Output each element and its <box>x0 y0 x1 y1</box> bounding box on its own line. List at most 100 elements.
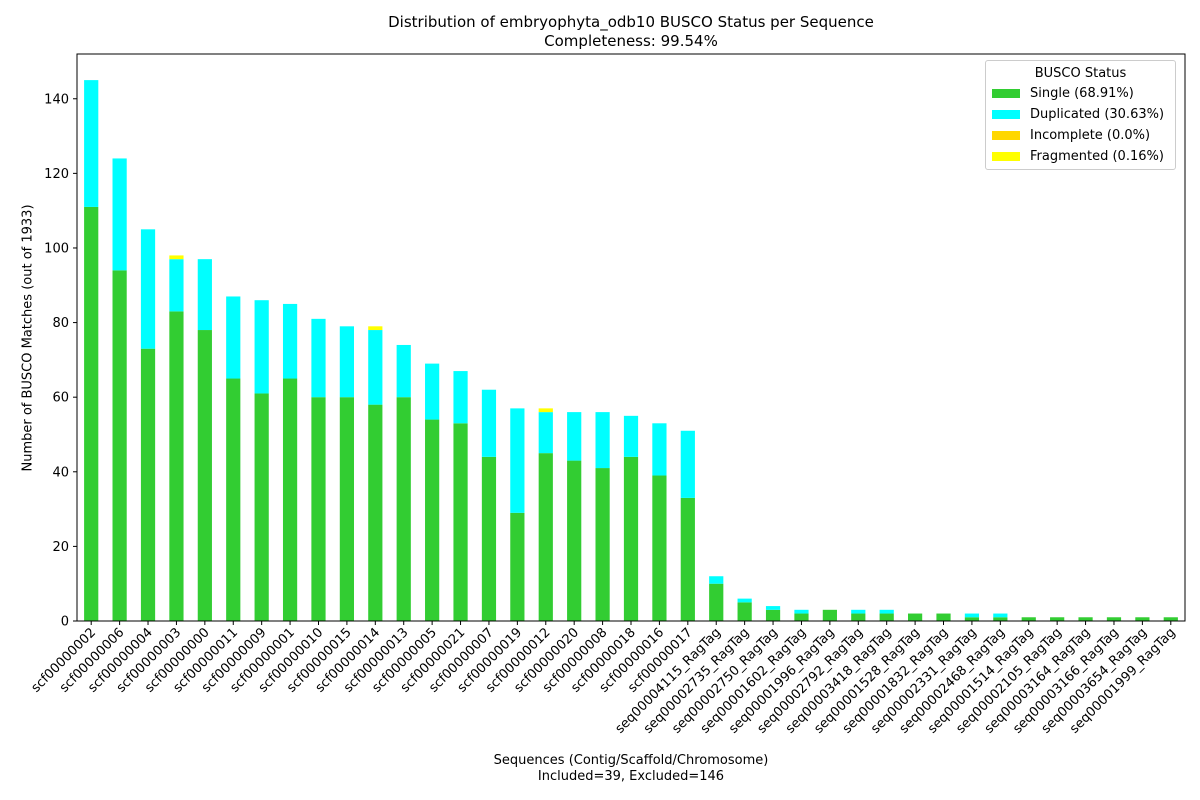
legend-label-duplicated: Duplicated (30.63%) <box>1030 107 1165 122</box>
bar-single-15 <box>510 512 525 621</box>
bar-duplicated-31 <box>964 613 980 618</box>
bar-single-14 <box>481 456 497 621</box>
bar-single-26 <box>822 609 837 621</box>
bar-duplicated-28 <box>879 609 894 614</box>
bar-duplicated-25 <box>794 609 809 614</box>
legend-item-incomplete: Incomplete (0.0%) <box>986 125 1175 146</box>
legend-title: BUSCO Status <box>1034 66 1127 81</box>
bar-duplicated-6 <box>254 300 269 394</box>
legend-label-fragmented: Fragmented (0.16%) <box>1030 149 1164 164</box>
bar-duplicated-11 <box>396 344 411 398</box>
bar-duplicated-0 <box>84 80 99 207</box>
bar-single-30 <box>936 613 951 621</box>
bar-single-0 <box>84 206 99 621</box>
bar-single-35 <box>1078 617 1093 621</box>
legend-swatch-single <box>992 89 1020 98</box>
legend-swatch-incomplete <box>992 131 1020 140</box>
bar-single-36 <box>1106 617 1122 621</box>
bar-duplicated-23 <box>737 598 752 603</box>
bar-single-7 <box>282 378 298 621</box>
bar-single-32 <box>993 617 1008 621</box>
y-tick-label-0: 0 <box>61 615 69 630</box>
legend: BUSCO Status Single (68.91%) Duplicated … <box>985 60 1176 170</box>
bar-single-8 <box>311 397 326 621</box>
bar-duplicated-20 <box>652 423 667 476</box>
bar-fragmented-10 <box>368 326 383 331</box>
y-tick-label-40: 40 <box>52 465 69 480</box>
y-tick-label-80: 80 <box>52 316 69 331</box>
bar-single-17 <box>567 460 582 621</box>
chart-title-line-1: Distribution of embryophyta_odb10 BUSCO … <box>388 13 874 31</box>
y-tick-label-120: 120 <box>44 167 69 182</box>
bar-single-3 <box>169 311 184 621</box>
bar-duplicated-3 <box>169 259 184 312</box>
bar-single-34 <box>1050 617 1065 621</box>
bar-single-33 <box>1021 617 1036 621</box>
bar-single-20 <box>652 475 667 621</box>
legend-swatch-fragmented <box>992 152 1020 161</box>
bar-duplicated-7 <box>282 303 298 379</box>
legend-label-incomplete: Incomplete (0.0%) <box>1030 128 1151 143</box>
bar-single-28 <box>879 613 894 621</box>
bar-duplicated-5 <box>226 296 241 379</box>
bar-duplicated-10 <box>368 330 383 405</box>
bar-single-37 <box>1135 617 1150 621</box>
bar-duplicated-24 <box>765 606 781 610</box>
bar-single-6 <box>254 393 269 621</box>
bar-single-13 <box>453 423 468 621</box>
y-tick-label-140: 140 <box>44 92 69 107</box>
y-axis-label: Number of BUSCO Matches (out of 1933) <box>20 204 36 472</box>
bar-duplicated-2 <box>140 229 156 349</box>
bar-duplicated-27 <box>851 609 866 614</box>
bar-fragmented-3 <box>169 255 184 260</box>
bar-duplicated-18 <box>595 412 610 469</box>
bar-duplicated-21 <box>680 430 695 498</box>
bar-single-21 <box>680 497 695 621</box>
legend-label-single: Single (68.91%) <box>1030 86 1134 101</box>
bar-fragmented-16 <box>538 408 553 413</box>
bar-duplicated-15 <box>510 408 525 513</box>
bar-single-27 <box>851 613 866 621</box>
bar-duplicated-22 <box>709 576 724 584</box>
bar-single-5 <box>226 378 241 621</box>
bar-single-12 <box>425 419 440 621</box>
bar-single-19 <box>623 456 639 621</box>
bar-single-31 <box>964 617 980 621</box>
x-axis-label-line-2: Included=39, Excluded=146 <box>537 769 725 784</box>
bar-single-11 <box>396 397 411 621</box>
y-tick-label-100: 100 <box>44 241 69 256</box>
bar-single-24 <box>765 609 781 621</box>
bar-duplicated-14 <box>481 389 497 457</box>
y-tick-label-60: 60 <box>52 391 69 406</box>
bar-duplicated-1 <box>112 158 127 271</box>
bar-single-38 <box>1163 617 1178 621</box>
legend-item-fragmented: Fragmented (0.16%) <box>986 146 1175 167</box>
bar-duplicated-13 <box>453 371 468 424</box>
bar-single-16 <box>538 453 553 621</box>
legend-item-single: Single (68.91%) <box>986 83 1175 104</box>
bar-single-29 <box>908 613 923 621</box>
bar-single-2 <box>140 348 156 621</box>
bar-duplicated-32 <box>993 613 1008 618</box>
bar-single-22 <box>709 583 724 621</box>
x-axis-label-line-1: Sequences (Contig/Scaffold/Chromosome) <box>493 753 769 768</box>
chart-title-line-2: Completeness: 99.54% <box>544 32 718 50</box>
bar-duplicated-17 <box>567 412 582 461</box>
y-tick-label-20: 20 <box>52 540 69 555</box>
bar-single-4 <box>197 330 212 621</box>
bar-single-1 <box>112 270 127 621</box>
legend-swatch-duplicated <box>992 110 1020 119</box>
bar-single-10 <box>368 404 383 621</box>
bar-single-25 <box>794 613 809 621</box>
bar-single-9 <box>339 397 354 621</box>
bar-duplicated-4 <box>197 259 212 331</box>
bar-single-23 <box>737 602 752 621</box>
bar-duplicated-12 <box>425 363 440 420</box>
legend-item-duplicated: Duplicated (30.63%) <box>986 104 1175 125</box>
bar-duplicated-19 <box>623 415 639 457</box>
bar-duplicated-16 <box>538 412 553 454</box>
bar-single-18 <box>595 468 610 621</box>
bar-duplicated-8 <box>311 318 326 398</box>
bar-duplicated-9 <box>339 326 354 398</box>
